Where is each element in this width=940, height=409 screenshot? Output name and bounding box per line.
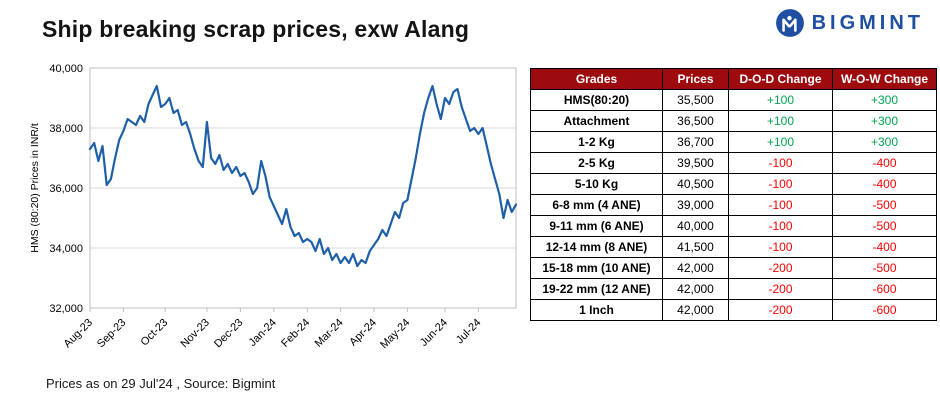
wow-change-cell: -500: [832, 194, 937, 216]
dod-change-cell: +100: [728, 131, 833, 153]
wow-change-cell: -600: [832, 278, 937, 300]
dod-change-cell: +100: [728, 110, 833, 132]
svg-text:Mar-24: Mar-24: [313, 317, 346, 350]
table-body: HMS(80:20) 35,500 +100 +300 Attachment 36,500…: [530, 89, 937, 321]
svg-text:Dec-23: Dec-23: [212, 317, 246, 351]
dod-change-cell: -100: [728, 194, 833, 216]
prices-table: Grades Prices D-O-D Change W-O-W Change …: [530, 68, 937, 321]
col-header-prices: Prices: [662, 68, 729, 90]
price-cell: 36,500: [662, 110, 729, 132]
col-header-grades: Grades: [530, 68, 663, 90]
brand-wordmark: BIGMINT: [811, 11, 924, 34]
wow-change-cell: -400: [832, 236, 937, 258]
svg-text:Jan-24: Jan-24: [247, 317, 279, 349]
grade-cell: 1-2 Kg: [530, 131, 663, 153]
table-row: 2-5 Kg 39,500 -100 -400: [530, 152, 937, 174]
table-row: 5-10 Kg 40,500 -100 -400: [530, 173, 937, 195]
table-row: 6-8 mm (4 ANE) 39,000 -100 -500: [530, 194, 937, 216]
dod-change-cell: -100: [728, 152, 833, 174]
bigmint-icon: [775, 9, 804, 37]
wow-change-cell: -600: [832, 299, 937, 321]
svg-text:Sep-23: Sep-23: [95, 317, 129, 351]
svg-text:Jul-24: Jul-24: [454, 317, 484, 347]
svg-text:34,000: 34,000: [49, 243, 83, 255]
price-cell: 40,500: [662, 173, 729, 195]
grade-cell: Attachment: [530, 110, 663, 132]
svg-text:Jun-24: Jun-24: [418, 317, 450, 349]
grade-cell: 12-14 mm (8 ANE): [530, 236, 663, 258]
svg-text:Aug-23: Aug-23: [62, 317, 96, 351]
price-trend-chart: 32,000 34,000 36,000 38,000 40,000 Aug-23 Sep-…: [26, 60, 526, 360]
price-cell: 42,000: [662, 299, 729, 321]
grade-cell: 1 Inch: [530, 299, 663, 321]
grade-cell: HMS(80:20): [530, 89, 663, 111]
dod-change-cell: -200: [728, 257, 833, 279]
svg-text:38,000: 38,000: [49, 123, 83, 135]
brand-logo: BIGMINT: [775, 8, 924, 38]
table-row: 9-11 mm (6 ANE) 40,000 -100 -500: [530, 215, 937, 237]
price-cell: 39,000: [662, 194, 729, 216]
svg-text:32,000: 32,000: [49, 303, 83, 315]
price-cell: 36,700: [662, 131, 729, 153]
wow-change-cell: -400: [832, 152, 937, 174]
dod-change-cell: -100: [728, 215, 833, 237]
col-header-dod-change: D-O-D Change: [728, 68, 833, 90]
price-cell: 35,500: [662, 89, 729, 111]
chart-y-axis-title: HMS (80:20) Prices in INR/t: [29, 123, 41, 253]
price-cell: 41,500: [662, 236, 729, 258]
price-cell: 39,500: [662, 152, 729, 174]
dod-change-cell: -200: [728, 278, 833, 300]
table-row: 12-14 mm (8 ANE) 41,500 -100 -400: [530, 236, 937, 258]
svg-text:Apr-24: Apr-24: [347, 317, 379, 349]
price-chart-svg: 32,000 34,000 36,000 38,000 40,000 Aug-23 Sep-…: [29, 63, 518, 351]
grade-cell: 19-22 mm (12 ANE): [530, 278, 663, 300]
dod-change-cell: -200: [728, 299, 833, 321]
page-title: Ship breaking scrap prices, exw Alang: [42, 16, 470, 42]
grade-cell: 2-5 Kg: [530, 152, 663, 174]
table-row: 19-22 mm (12 ANE) 42,000 -200 -600: [530, 278, 937, 300]
table-row: 1 Inch 42,000 -200 -600: [530, 299, 937, 321]
grade-cell: 15-18 mm (10 ANE): [530, 257, 663, 279]
wow-change-cell: +300: [832, 131, 937, 153]
col-header-wow-change: W-O-W Change: [832, 68, 937, 90]
svg-text:40,000: 40,000: [49, 63, 83, 75]
table-header-row: Grades Prices D-O-D Change W-O-W Change: [530, 68, 937, 90]
grade-cell: 6-8 mm (4 ANE): [530, 194, 663, 216]
table-row: 15-18 mm (10 ANE) 42,000 -200 -500: [530, 257, 937, 279]
price-cell: 40,000: [662, 215, 729, 237]
table-row: Attachment 36,500 +100 +300: [530, 110, 937, 132]
svg-text:Oct-23: Oct-23: [138, 317, 170, 349]
price-cell: 42,000: [662, 278, 729, 300]
svg-text:Feb-24: Feb-24: [279, 317, 312, 350]
svg-text:Nov-23: Nov-23: [178, 317, 212, 351]
footer-note: Prices as on 29 Jul'24 , Source: Bigmint: [46, 376, 276, 391]
wow-change-cell: +300: [832, 110, 937, 132]
grades-price-table: Grades Prices D-O-D Change W-O-W Change …: [530, 68, 937, 321]
wow-change-cell: +300: [832, 89, 937, 111]
svg-text:May-24: May-24: [378, 317, 412, 351]
wow-change-cell: -500: [832, 215, 937, 237]
price-cell: 42,000: [662, 257, 729, 279]
wow-change-cell: -500: [832, 257, 937, 279]
dod-change-cell: +100: [728, 89, 833, 111]
table-row: HMS(80:20) 35,500 +100 +300: [530, 89, 937, 111]
dod-change-cell: -100: [728, 236, 833, 258]
grade-cell: 9-11 mm (6 ANE): [530, 215, 663, 237]
dod-change-cell: -100: [728, 173, 833, 195]
wow-change-cell: -400: [832, 173, 937, 195]
svg-text:36,000: 36,000: [49, 183, 83, 195]
table-row: 1-2 Kg 36,700 +100 +300: [530, 131, 937, 153]
grade-cell: 5-10 Kg: [530, 173, 663, 195]
